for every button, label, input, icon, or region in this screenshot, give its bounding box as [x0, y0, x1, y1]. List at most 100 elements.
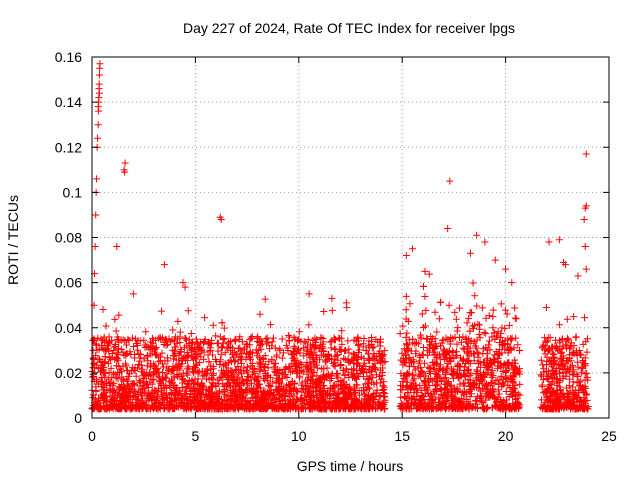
data-point — [99, 305, 107, 313]
data-point — [227, 391, 235, 399]
data-point — [508, 279, 516, 287]
data-point — [216, 389, 224, 397]
data-point — [350, 336, 358, 344]
data-point — [259, 355, 267, 363]
data-point — [581, 314, 589, 322]
data-point — [165, 365, 173, 373]
data-point — [259, 395, 267, 403]
data-point — [303, 370, 311, 378]
data-point — [433, 328, 441, 336]
data-point — [143, 380, 151, 388]
data-point — [159, 401, 167, 409]
data-point — [316, 384, 324, 392]
data-point — [276, 402, 284, 410]
data-point — [508, 376, 516, 384]
data-point — [407, 347, 415, 355]
data-point — [369, 354, 377, 362]
data-point — [152, 336, 160, 344]
data-point — [380, 405, 388, 413]
data-point — [156, 377, 164, 385]
data-point — [318, 393, 326, 401]
data-point — [308, 394, 316, 402]
data-point — [143, 343, 151, 351]
data-point — [144, 389, 152, 397]
data-point — [167, 397, 175, 405]
data-point — [349, 398, 357, 406]
data-point — [191, 367, 199, 375]
y-tick-label: 0.1 — [63, 184, 83, 200]
data-point — [573, 371, 581, 379]
data-point — [123, 366, 131, 374]
y-tick-label: 0.16 — [55, 49, 82, 65]
data-point — [263, 334, 271, 342]
data-point — [341, 371, 349, 379]
data-point — [120, 386, 128, 394]
data-point — [130, 343, 138, 351]
data-point — [282, 389, 290, 397]
data-point — [284, 402, 292, 410]
data-point — [158, 391, 166, 399]
data-point — [191, 355, 199, 363]
data-point — [475, 321, 483, 329]
data-point — [303, 349, 311, 357]
data-point — [273, 351, 281, 359]
data-point — [476, 387, 484, 395]
data-point — [120, 403, 128, 411]
data-point — [402, 394, 410, 402]
data-point — [364, 392, 372, 400]
data-point — [221, 360, 229, 368]
data-point — [440, 347, 448, 355]
data-point — [148, 350, 156, 358]
data-point — [396, 330, 404, 338]
data-point — [340, 404, 348, 412]
data-point — [490, 329, 498, 337]
data-point — [267, 382, 275, 390]
data-point — [280, 405, 288, 413]
data-point — [584, 405, 592, 413]
data-point — [272, 405, 280, 413]
data-point — [89, 346, 97, 354]
data-point — [449, 371, 457, 379]
data-point — [238, 388, 246, 396]
data-point — [211, 355, 219, 363]
data-point — [179, 376, 187, 384]
data-point — [311, 342, 319, 350]
data-point — [477, 394, 485, 402]
data-point — [551, 370, 559, 378]
data-point — [97, 378, 105, 386]
data-point — [331, 345, 339, 353]
data-point — [175, 390, 183, 398]
data-point — [122, 360, 130, 368]
data-point — [313, 361, 321, 369]
data-point — [202, 375, 210, 383]
data-point — [545, 367, 553, 375]
data-point — [114, 355, 122, 363]
data-point — [457, 338, 465, 346]
data-point — [177, 348, 185, 356]
data-point — [268, 356, 276, 364]
data-point — [487, 379, 495, 387]
x-tick-label: 5 — [192, 428, 200, 444]
data-point — [341, 388, 349, 396]
data-point — [140, 355, 148, 363]
x-tick-label: 20 — [498, 428, 514, 444]
data-point — [285, 331, 293, 339]
data-point — [264, 399, 272, 407]
data-point — [168, 366, 176, 374]
data-point — [242, 340, 250, 348]
data-point — [181, 283, 189, 291]
data-point — [466, 327, 474, 335]
data-point — [495, 350, 503, 358]
data-point — [172, 356, 180, 364]
data-point — [249, 368, 257, 376]
data-point — [208, 383, 216, 391]
data-point — [431, 351, 439, 359]
data-point — [543, 388, 551, 396]
data-point — [480, 358, 488, 366]
data-point — [410, 358, 418, 366]
data-point — [261, 360, 269, 368]
data-point — [277, 380, 285, 388]
data-point — [432, 382, 440, 390]
data-point — [115, 345, 123, 353]
data-point — [160, 340, 168, 348]
